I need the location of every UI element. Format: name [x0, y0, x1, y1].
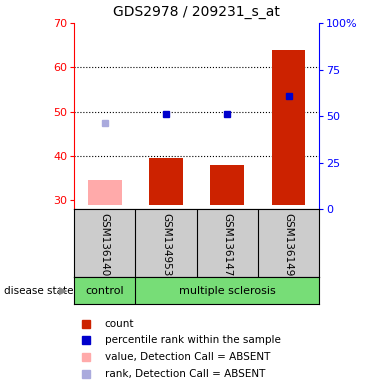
Text: GSM136147: GSM136147	[222, 213, 232, 276]
Bar	[88, 180, 122, 205]
Bar	[211, 165, 244, 205]
Bar	[149, 158, 183, 205]
Text: value, Detection Call = ABSENT: value, Detection Call = ABSENT	[105, 352, 270, 362]
Text: GSM136140: GSM136140	[100, 213, 110, 276]
Text: count: count	[105, 319, 134, 329]
Bar	[272, 50, 306, 205]
Text: percentile rank within the sample: percentile rank within the sample	[105, 336, 280, 346]
Text: rank, Detection Call = ABSENT: rank, Detection Call = ABSENT	[105, 369, 265, 379]
Text: control: control	[86, 286, 124, 296]
Text: multiple sclerosis: multiple sclerosis	[179, 286, 276, 296]
Text: GSM136149: GSM136149	[283, 213, 294, 276]
Text: disease state: disease state	[4, 286, 73, 296]
Text: ▶: ▶	[59, 286, 67, 296]
Text: GSM134953: GSM134953	[161, 213, 171, 276]
Title: GDS2978 / 209231_s_at: GDS2978 / 209231_s_at	[113, 5, 280, 19]
